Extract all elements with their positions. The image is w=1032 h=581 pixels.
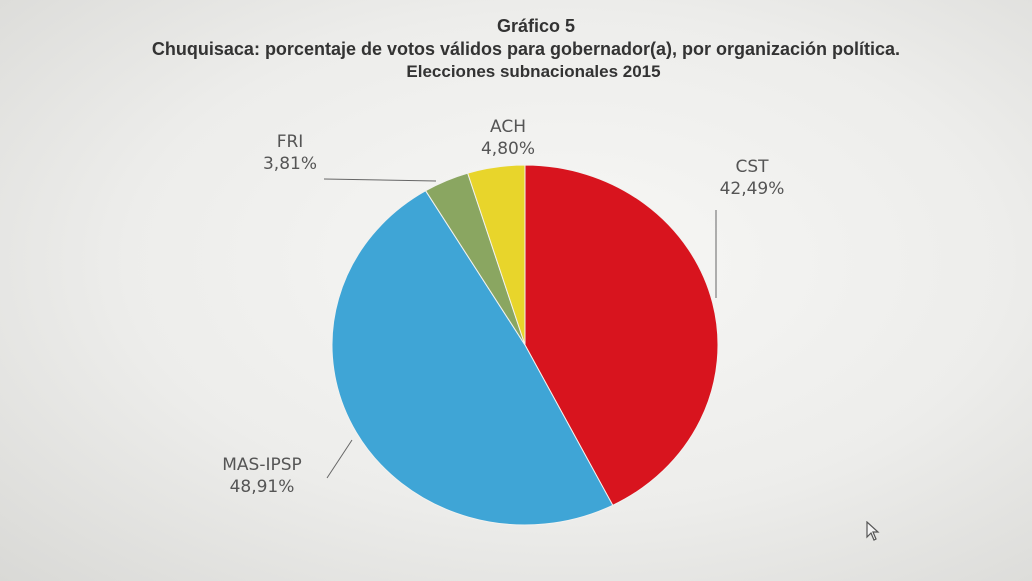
pie-slices	[331, 164, 719, 526]
slice-value-ach: 4,80%	[481, 139, 535, 159]
leader-line-mas-ipsp	[326, 439, 353, 479]
pie-slice-cst	[524, 164, 719, 506]
chart-title-line2: Chuquisaca: porcentaje de votos válidos …	[151, 39, 901, 59]
leader-lines	[323, 178, 717, 479]
chart-title-line3: Elecciones subnacionales 2015	[406, 62, 661, 81]
pie-slice-ach	[467, 164, 526, 346]
slice-value-fri: 3,81%	[263, 154, 317, 174]
chart-title-line1: Gráfico 5	[496, 16, 576, 36]
chart-title-block: Gráfico 5 Chuquisaca: porcentaje de voto…	[0, 14, 1032, 84]
slice-value-cst: 42,49%	[720, 179, 785, 199]
slice-label-fri: FRI	[277, 132, 304, 152]
slice-label-ach: ACH	[490, 117, 526, 137]
slice-value-mas-ipsp: 48,91%	[230, 477, 295, 497]
leader-line-fri	[323, 178, 437, 182]
slice-label-cst: CST	[735, 157, 769, 177]
pie-slice-mas-ipsp	[331, 190, 614, 526]
slice-label-mas-ipsp: MAS-IPSP	[222, 455, 302, 475]
mouse-cursor-icon	[866, 521, 880, 541]
